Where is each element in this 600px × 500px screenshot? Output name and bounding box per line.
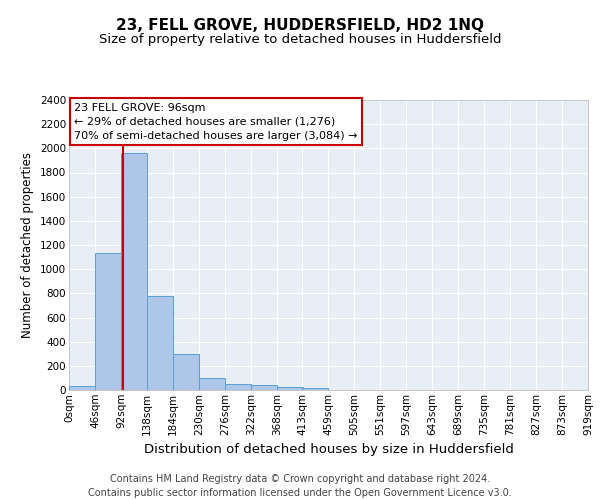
- Bar: [277, 386, 302, 390]
- Bar: [95, 253, 121, 390]
- Bar: [69, 386, 95, 390]
- Bar: [121, 153, 147, 390]
- Text: Contains HM Land Registry data © Crown copyright and database right 2024.
Contai: Contains HM Land Registry data © Crown c…: [88, 474, 512, 498]
- Bar: [147, 296, 173, 390]
- Bar: [251, 385, 277, 390]
- Bar: [199, 378, 225, 390]
- Text: 23 FELL GROVE: 96sqm
← 29% of detached houses are smaller (1,276)
70% of semi-de: 23 FELL GROVE: 96sqm ← 29% of detached h…: [74, 103, 358, 141]
- Text: 23, FELL GROVE, HUDDERSFIELD, HD2 1NQ: 23, FELL GROVE, HUDDERSFIELD, HD2 1NQ: [116, 18, 484, 32]
- Bar: [173, 354, 199, 390]
- Bar: [225, 384, 251, 390]
- Text: Size of property relative to detached houses in Huddersfield: Size of property relative to detached ho…: [99, 32, 501, 46]
- Y-axis label: Number of detached properties: Number of detached properties: [22, 152, 34, 338]
- X-axis label: Distribution of detached houses by size in Huddersfield: Distribution of detached houses by size …: [143, 443, 514, 456]
- Bar: [302, 388, 328, 390]
